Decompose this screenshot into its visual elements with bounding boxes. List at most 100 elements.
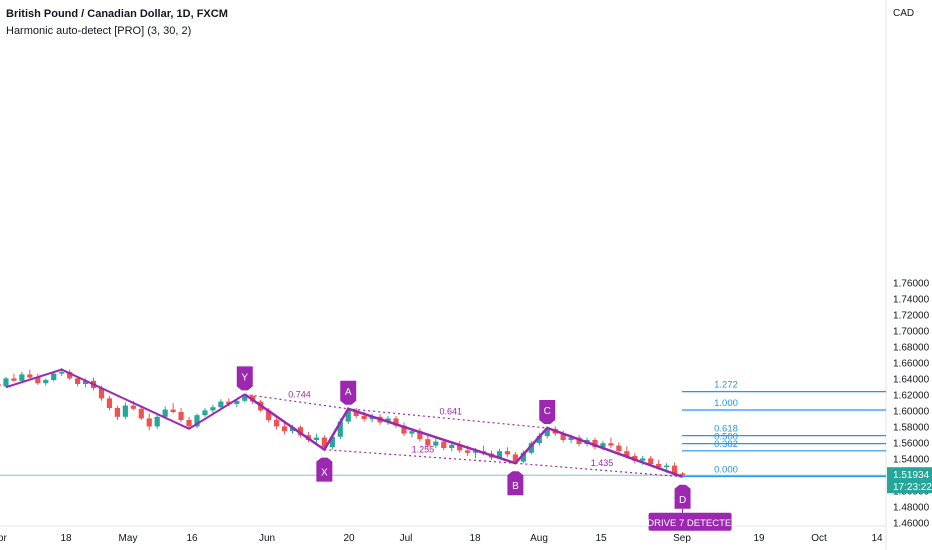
candle[interactable] (385, 416, 391, 425)
candle[interactable] (11, 373, 17, 382)
candle-body (568, 437, 574, 440)
badge-letter: X (321, 468, 328, 479)
candle[interactable] (393, 416, 399, 428)
ratio-label: 1.255 (412, 444, 435, 454)
candle[interactable] (146, 413, 152, 431)
pattern-point-d[interactable]: D (674, 484, 691, 509)
candle[interactable] (194, 413, 200, 428)
pattern-point-a[interactable]: A (340, 380, 357, 405)
candle[interactable] (27, 369, 33, 379)
candle[interactable] (3, 376, 9, 388)
candle[interactable] (608, 437, 614, 448)
candle-body (656, 464, 662, 468)
candle-body (512, 454, 518, 462)
pattern-detected-label[interactable]: 3DRIVE 7 DETECTED (642, 508, 738, 531)
candle[interactable] (67, 369, 73, 380)
zigzag-group (5, 368, 246, 430)
candle[interactable] (178, 408, 184, 423)
candle[interactable] (369, 413, 375, 423)
last-price-value: 1.51934 (893, 470, 930, 481)
candle[interactable] (401, 422, 407, 436)
candle[interactable] (504, 447, 511, 457)
candle[interactable] (19, 372, 25, 383)
candle[interactable] (520, 450, 526, 464)
time-tick-label: Sep (673, 533, 691, 544)
time-axis[interactable]: Apr 18 May 16 Jun 20 Jul 18 Aug 15 Sep 19 Oct 14 (0, 533, 883, 544)
candle[interactable] (417, 428, 423, 442)
indicator-title[interactable]: Harmonic auto-detect [PRO] (3, 30, 2) (6, 25, 192, 37)
pattern-point-b[interactable]: B (507, 471, 524, 496)
candle-body (345, 410, 351, 422)
price-axis[interactable]: CAD 1.76000 1.74000 1.72000 1.70000 1.68000 1… (893, 8, 930, 529)
pattern-point-y[interactable]: Y (236, 366, 253, 391)
candle[interactable] (35, 373, 41, 385)
ratio-label: 0.641 (439, 406, 462, 416)
candle-body (441, 441, 447, 448)
candle[interactable] (170, 403, 176, 414)
ratio-label: 1.435 (591, 458, 614, 468)
candle-body (640, 458, 646, 461)
candle-body (226, 401, 232, 404)
candle[interactable] (138, 406, 144, 420)
badge-shape (236, 366, 253, 391)
candle[interactable] (560, 430, 566, 443)
pattern-point-c[interactable]: C (539, 400, 556, 424)
time-tick-label: Jun (259, 533, 275, 544)
price-tick-label: 1.76000 (893, 278, 930, 289)
candle[interactable] (186, 416, 192, 429)
candle[interactable] (616, 442, 622, 454)
candle-body (146, 418, 152, 427)
candle[interactable] (106, 396, 113, 411)
time-tick-label: May (119, 533, 138, 544)
candle-body (106, 398, 113, 408)
candle-body (329, 436, 335, 448)
harmonic-pattern-group[interactable]: 0.744 0.641 1.255 1.435 Y X A B C D 3DRIVE 7 DETEC… (236, 366, 738, 531)
candle-body (361, 416, 367, 420)
candle[interactable] (0, 382, 1, 388)
price-tick-label: 1.48000 (893, 502, 930, 513)
candle[interactable] (433, 438, 439, 448)
candle-body (672, 465, 678, 474)
candle[interactable] (528, 440, 534, 455)
candle-body (679, 473, 686, 476)
candle[interactable] (210, 404, 216, 413)
time-tick-label: 18 (469, 533, 481, 544)
pattern-point-x[interactable]: X (316, 457, 333, 482)
candle-body (138, 408, 144, 419)
candle-body (473, 451, 479, 453)
candle[interactable] (281, 423, 288, 435)
candle[interactable] (234, 399, 240, 408)
candle[interactable] (162, 406, 168, 419)
candle[interactable] (536, 432, 542, 446)
candle-body (154, 416, 160, 427)
candle[interactable] (592, 437, 598, 450)
candle[interactable] (114, 405, 120, 420)
fib-level-label: 1.000 (714, 398, 738, 409)
candle-body (504, 451, 511, 455)
time-tick-label: Apr (0, 533, 7, 544)
candle[interactable] (353, 408, 359, 419)
detected-text: 3DRIVE 7 DETECTED (642, 518, 738, 529)
candle-body (313, 437, 319, 440)
candle-body (401, 425, 407, 434)
candle[interactable] (154, 414, 160, 429)
candle[interactable] (122, 402, 128, 420)
candle-body (664, 465, 670, 468)
candle[interactable] (449, 442, 455, 452)
candle[interactable] (43, 378, 49, 386)
badge-letter: D (679, 495, 686, 506)
symbol-title[interactable]: British Pound / Canadian Dollar, 1D, FXC… (6, 8, 228, 20)
candle[interactable] (457, 440, 463, 453)
candle-body (51, 373, 57, 380)
candle-body (624, 451, 630, 456)
candles-group[interactable] (0, 368, 686, 478)
candle[interactable] (512, 452, 518, 464)
candle[interactable] (274, 416, 280, 430)
candle-body (19, 374, 25, 381)
candle[interactable] (218, 399, 224, 409)
candle[interactable] (202, 408, 208, 417)
candle[interactable] (425, 436, 431, 449)
candle-body (281, 426, 288, 432)
